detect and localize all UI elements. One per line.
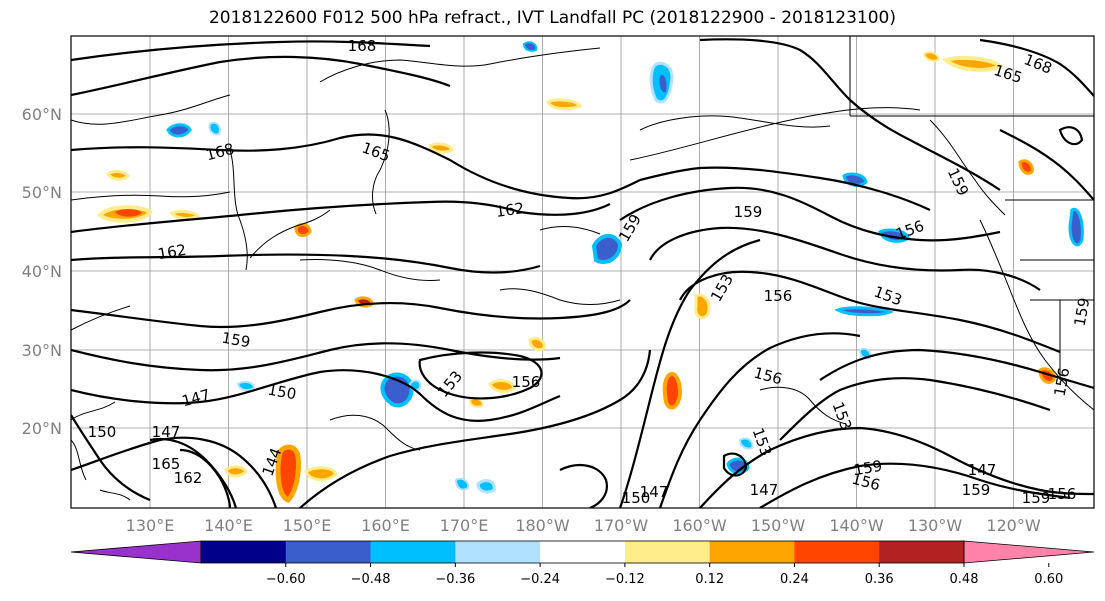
contour-label: 162 <box>156 241 187 264</box>
contour-label: 156 <box>1048 485 1077 503</box>
shaded-anomalies <box>97 41 1084 503</box>
colorbar-swatch <box>201 541 287 563</box>
contour-label: 156 <box>764 287 793 305</box>
lon-label: 140°E <box>204 516 253 535</box>
contour-label: 168 <box>348 37 377 55</box>
colorbar-swatch <box>370 541 456 563</box>
contour-label: 159 <box>1071 296 1094 327</box>
contour-label: 147 <box>152 423 181 441</box>
colorbar-tick-label: −0.48 <box>351 572 391 587</box>
latitude-labels: 60°N 50°N 40°N 30°N 20°N <box>22 105 62 438</box>
thin-contours <box>71 191 847 451</box>
map-background <box>71 36 1094 508</box>
contour-label: 162 <box>495 199 526 221</box>
colorbar-tick-label: 0.60 <box>1034 572 1063 587</box>
longitude-labels: 130°E 140°E 150°E 160°E 170°E 180°W 170°W 160°W… <box>126 516 1041 535</box>
colorbar-swatch <box>285 541 372 563</box>
contour-label: 147 <box>750 481 779 499</box>
lon-label: 170°E <box>440 516 489 535</box>
colorbar-tick-label: −0.36 <box>435 572 475 587</box>
contour-label: 147 <box>640 483 669 501</box>
contour-label: 159 <box>852 457 883 480</box>
lon-label: 140°W <box>829 516 884 535</box>
colorbar-swatch <box>794 541 880 563</box>
lat-label: 60°N <box>22 105 62 124</box>
contour-label: 147 <box>968 461 997 479</box>
contour-label: 150 <box>266 381 297 404</box>
lat-label: 40°N <box>22 262 62 281</box>
colorbar-tick-label: −0.24 <box>520 572 560 587</box>
colorbar-swatch <box>455 541 541 563</box>
colorbar-swatch <box>879 541 965 563</box>
lat-label: 50°N <box>22 183 62 202</box>
lon-label: 150°E <box>283 516 332 535</box>
lat-label: 20°N <box>22 419 62 438</box>
colorbar-extension-low <box>70 540 202 564</box>
lon-label: 160°W <box>672 516 727 535</box>
map-frame <box>70 35 1095 509</box>
contour-label: 156 <box>512 373 541 391</box>
colorbar-tick-label: −0.60 <box>266 572 306 587</box>
lon-label: 130°W <box>908 516 963 535</box>
contour-label: 159 <box>962 481 991 499</box>
lon-label: 120°W <box>986 516 1041 535</box>
colorbar-tick-label: 0.36 <box>865 572 894 587</box>
colorbar-tick-label: 0.12 <box>695 572 724 587</box>
map-title: 2018122600 F012 500 hPa refract., IVT La… <box>208 8 896 28</box>
colorbar-extension-high <box>963 540 1095 564</box>
colorbar-tick-label: −0.12 <box>605 572 645 587</box>
height-contours <box>71 38 1094 508</box>
contour-label: 156 <box>1051 366 1074 397</box>
colorbar-swatch <box>709 541 795 563</box>
colorbar-swatch <box>540 541 626 563</box>
contour-label: 159 <box>734 203 763 221</box>
colorbar: −0.60 −0.48 −0.36 −0.24 −0.12 0.12 0.24 0.36 0.4… <box>70 540 1095 587</box>
colorbar-swatch <box>624 541 711 563</box>
contour-label: 150 <box>88 423 117 441</box>
contour-label: 150 <box>622 489 651 507</box>
lon-label: 160°E <box>361 516 410 535</box>
lon-label: 170°W <box>594 516 649 535</box>
contour-label: 159 <box>220 329 251 352</box>
contour-label: 162 <box>174 469 203 487</box>
colorbar-frame <box>200 540 965 564</box>
lon-label: 180°W <box>515 516 570 535</box>
lon-label: 150°W <box>751 516 806 535</box>
contour-label: 159 <box>1022 489 1051 507</box>
lat-label: 30°N <box>22 341 62 360</box>
contour-label: 165 <box>152 455 181 473</box>
lon-label: 130°E <box>126 516 175 535</box>
colorbar-tick-label: 0.24 <box>780 572 809 587</box>
colorbar-tick-label: 0.48 <box>950 572 979 587</box>
